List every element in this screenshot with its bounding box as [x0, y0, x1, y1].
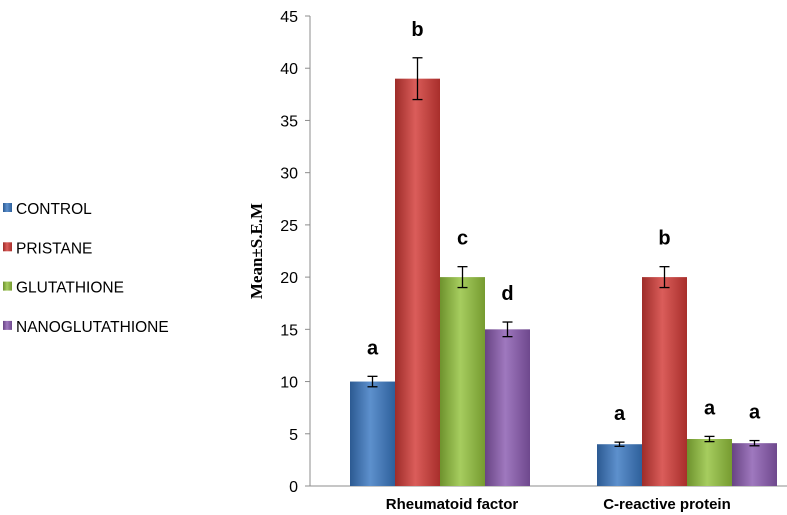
y-tick-label: 0 — [289, 479, 298, 496]
y-tick-label: 40 — [280, 61, 298, 78]
x-category-label: C-reactive protein — [603, 496, 731, 513]
bar-nanoglutathione — [485, 329, 530, 486]
y-tick-label: 15 — [280, 322, 298, 339]
significance-letter: a — [367, 337, 379, 359]
bars — [350, 57, 777, 487]
error-bar — [749, 439, 760, 447]
y-tick-label: 20 — [280, 270, 298, 287]
legend-label: PRISTANE — [16, 240, 92, 257]
significance-letter: b — [658, 228, 670, 250]
bar-pristane — [642, 277, 687, 486]
error-bar — [457, 266, 468, 289]
error-bar — [614, 441, 625, 447]
legend-item-nanoglutathione: NANOGLUTATHIONE — [3, 319, 169, 336]
bar-glutathione — [440, 277, 485, 486]
error-bar — [704, 435, 715, 443]
legend-item-control: CONTROL — [3, 201, 92, 218]
legend-swatch — [3, 281, 12, 291]
legend-item-glutathione: GLUTATHIONE — [3, 280, 124, 297]
legend-label: NANOGLUTATHIONE — [16, 319, 169, 336]
legend-item-pristane: PRISTANE — [3, 240, 92, 257]
bar-control — [350, 381, 395, 486]
error-bar — [412, 57, 423, 101]
significance-labels: a b c d a b a a — [367, 19, 761, 425]
y-tick-label: 35 — [280, 113, 298, 130]
significance-letter: a — [614, 403, 626, 425]
y-tick-label: 10 — [280, 375, 298, 392]
bar-nanoglutathione — [732, 443, 777, 486]
legend-label: GLUTATHIONE — [16, 280, 124, 297]
x-category-label: Rheumatoid factor — [386, 496, 519, 513]
axes: 0 5 10 15 20 25 30 35 40 45 Mean±S.E.M Rheumatoid f… — [247, 9, 787, 513]
y-tick-label: 45 — [280, 9, 298, 26]
y-tick-label: 5 — [289, 427, 298, 444]
legend-swatch — [3, 320, 12, 330]
significance-letter: a — [704, 397, 716, 419]
significance-letter: d — [501, 283, 513, 305]
legend: CONTROL PRISTANE GLUTATHIONE NANOGLUTATHION… — [3, 201, 169, 336]
significance-letter: c — [457, 228, 468, 250]
y-axis-title: Mean±S.E.M — [247, 203, 266, 299]
y-tick-label: 25 — [280, 218, 298, 235]
error-bar — [367, 375, 378, 388]
bar-pristane — [395, 78, 440, 487]
significance-letter: a — [749, 402, 761, 424]
legend-swatch — [3, 242, 12, 252]
error-bar — [502, 321, 513, 338]
y-tick-label: 30 — [280, 166, 298, 183]
legend-label: CONTROL — [16, 201, 92, 218]
significance-letter: b — [411, 19, 423, 41]
bar-control — [597, 444, 642, 486]
bar-glutathione — [687, 439, 732, 486]
error-bar — [659, 266, 670, 289]
legend-swatch — [3, 203, 12, 212]
